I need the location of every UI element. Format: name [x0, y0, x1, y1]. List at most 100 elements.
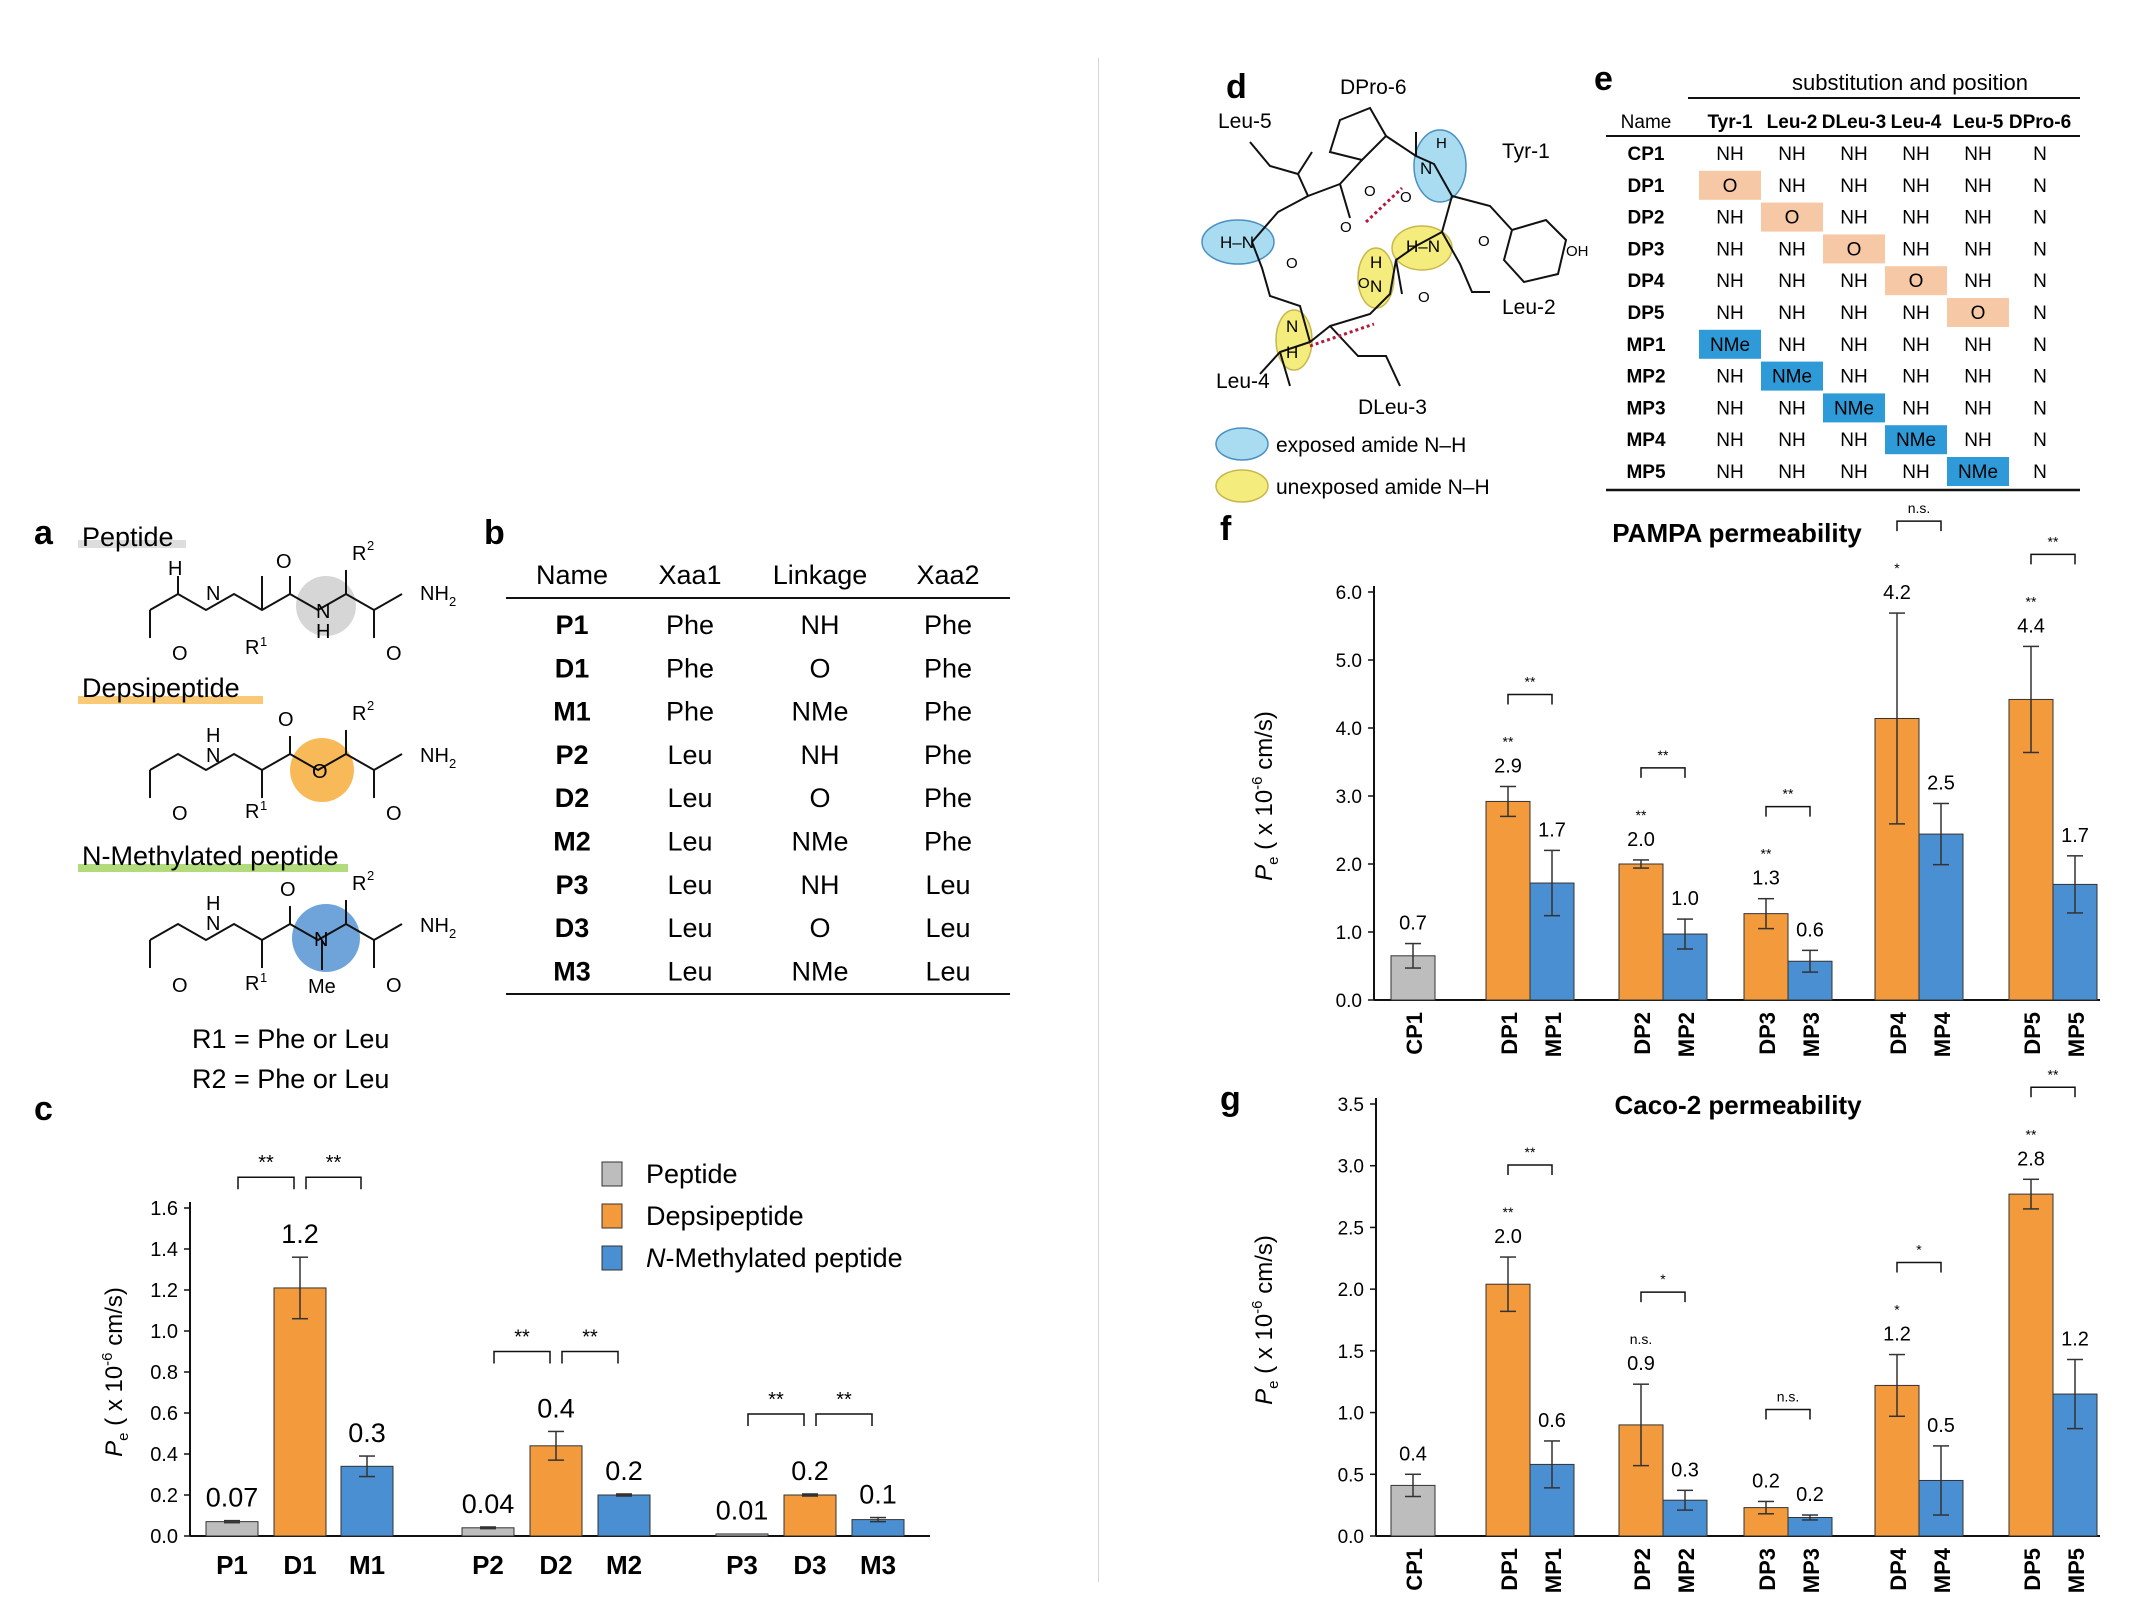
table-e-cell: NH [1902, 303, 1929, 324]
structure-n-methylated [149, 900, 403, 972]
table-b-cell: Phe [666, 610, 714, 640]
significance-bracket [1507, 693, 1553, 705]
table-b-cell: Leu [925, 913, 970, 943]
table-b-cell: Leu [667, 913, 712, 943]
svg-text:H: H [1436, 135, 1447, 152]
significance-bracket [1640, 767, 1686, 778]
category-label: DP4 [1886, 1547, 1911, 1591]
table-e-cell: NH [1964, 430, 1991, 451]
table-e-cell: O [1723, 176, 1738, 197]
svg-text:Me: Me [308, 976, 336, 998]
table-b-cell: M1 [553, 697, 591, 727]
svg-text:O: O [386, 803, 402, 825]
table-e-cell: N [2033, 271, 2047, 292]
table-b-cell: P3 [555, 870, 588, 900]
svg-text:H: H [1286, 343, 1298, 362]
legend-unexposed-swatch [1215, 469, 1269, 503]
svg-text:O: O [312, 761, 328, 783]
svg-text:O: O [1364, 183, 1376, 200]
table-e-cell: N [2033, 208, 2047, 229]
significance-bracket [237, 1176, 295, 1190]
y-tick-label: 1.6 [150, 1198, 178, 1220]
table-e-cell: NH [1716, 239, 1743, 260]
table-b-cell: Phe [924, 610, 972, 640]
y-tick-label: 2.5 [1338, 1218, 1364, 1239]
residue-leu4: Leu-4 [1216, 370, 1270, 393]
bar-DP5 [2008, 1193, 2054, 1537]
residue-dpro6: DPro-6 [1340, 76, 1407, 99]
table-e-cell: DP5 [1628, 303, 1665, 324]
svg-text:N: N [314, 929, 328, 951]
category-label: MP3 [1799, 1012, 1824, 1057]
significance-bracket [493, 1350, 551, 1364]
category-label: MP1 [1541, 1012, 1566, 1057]
svg-text:NH: NH [420, 583, 449, 605]
value-label: 0.3 [1671, 1459, 1699, 1481]
table-e-cell: NH [1902, 335, 1929, 356]
table-b-header: Xaa2 [916, 560, 979, 590]
significance-label: ** [2048, 1070, 2059, 1082]
svg-text:R: R [245, 973, 259, 995]
svg-text:O: O [1340, 219, 1352, 236]
svg-text:O: O [386, 975, 402, 997]
value-label: 0.4 [537, 1393, 575, 1423]
value-label: 0.2 [791, 1456, 829, 1486]
legend-swatch [601, 1161, 623, 1187]
significance-vs-cp1: * [1894, 560, 1900, 576]
table-e-cell: NH [1716, 430, 1743, 451]
table-e-cell: O [1847, 239, 1862, 260]
table-e-cell: NMe [1834, 398, 1874, 419]
svg-text:H: H [206, 893, 220, 915]
table-b-cell: M3 [553, 956, 591, 986]
value-label: 2.5 [1927, 772, 1955, 794]
significance-bracket [1765, 805, 1811, 817]
table-b-cell: D3 [555, 913, 590, 943]
table-e-cell: NH [1964, 335, 1991, 356]
svg-text:O: O [1478, 233, 1490, 250]
panel-b: b Name Xaa1 Linkage Xaa2 P1 Phe NH Phe D1 Phe O Phe… [484, 514, 1010, 995]
bar-M1 [340, 1465, 394, 1537]
svg-text:1: 1 [260, 634, 267, 649]
category-label: DP3 [1755, 1012, 1780, 1055]
svg-text:H–N: H–N [1220, 233, 1254, 252]
value-label: 1.2 [281, 1219, 319, 1249]
y-tick-label: 5.0 [1336, 651, 1362, 672]
table-e-cell: NH [1716, 144, 1743, 165]
svg-text:2: 2 [367, 538, 374, 553]
value-label: 4.4 [2017, 615, 2045, 637]
svg-text:N: N [1420, 159, 1432, 178]
table-b-cell: D1 [555, 653, 590, 683]
svg-text:NH: NH [420, 745, 449, 767]
table-e-cell: N [2033, 398, 2047, 419]
value-label: 0.04 [462, 1489, 515, 1519]
value-label: 0.4 [1399, 1443, 1427, 1465]
svg-text:N: N [1370, 277, 1382, 296]
svg-text:R: R [352, 543, 366, 565]
y-tick-label: 3.0 [1338, 1157, 1364, 1178]
significance-bracket [561, 1350, 619, 1364]
table-e-superheader: substitution and position [1792, 70, 2028, 95]
table-e-cell: NH [1964, 144, 1991, 165]
category-label: DP1 [1497, 1012, 1522, 1055]
significance-bracket [747, 1413, 805, 1426]
panel-e: e substitution and position Name Tyr-1 Leu-… [1594, 60, 2080, 492]
bar-P3 [715, 1533, 769, 1537]
table-e-cell: NMe [1772, 367, 1812, 388]
table-e-cell: N [2033, 239, 2047, 260]
table-e-cell: NH [1840, 144, 1867, 165]
table-b-cell: NH [801, 870, 840, 900]
svg-text:O: O [276, 551, 292, 573]
chart-title: Caco-2 permeability [1614, 1090, 1862, 1120]
chart-g: g Caco-2 permeability 0.0 0.5 1.0 1.5 2.0 2.5 3.… [1220, 1070, 2100, 1593]
cyclic-peptide-skeleton [1249, 106, 1568, 387]
table-e-cell: NH [1840, 462, 1867, 483]
svg-text:2: 2 [367, 868, 374, 883]
label-n-methylated: N-Methylated peptide [82, 841, 339, 871]
svg-text:R: R [352, 703, 366, 725]
significance-label: n.s. [1908, 500, 1931, 516]
value-label: 1.7 [2061, 825, 2089, 847]
value-label: 1.2 [1883, 1324, 1911, 1346]
svg-text:H: H [316, 621, 330, 643]
significance-bracket [1640, 1291, 1686, 1303]
table-e-cell: NH [1716, 271, 1743, 292]
